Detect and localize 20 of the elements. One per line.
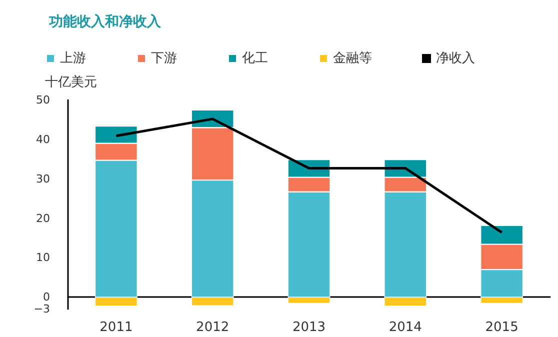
x-tick-label: 2011 <box>100 320 133 335</box>
y-tick-label: 40 <box>36 132 50 146</box>
legend-label: 净收入 <box>436 51 475 66</box>
y-tick-label: −3 <box>34 302 50 316</box>
legend-label: 下游 <box>151 51 177 66</box>
x-tick-label: 2012 <box>196 320 230 335</box>
legend-label: 化工 <box>242 51 268 66</box>
line-series <box>114 118 504 234</box>
legend-label: 金融等 <box>333 51 372 66</box>
y-tick-label: 30 <box>36 172 50 186</box>
y-axis-title: 十亿美元 <box>45 74 97 90</box>
y-tick-label: 50 <box>36 94 50 106</box>
y-tick-label: 20 <box>36 212 50 225</box>
x-tick-label: 2013 <box>292 320 326 335</box>
y-tick-label: 10 <box>36 251 50 264</box>
x-tick-label: 2015 <box>485 320 518 335</box>
y-tick-label: 0 <box>43 290 50 304</box>
legend-label: 上游 <box>60 51 86 66</box>
x-tick-label: 2014 <box>388 320 422 335</box>
chart-title: 功能收入和净收入 <box>48 14 162 30</box>
